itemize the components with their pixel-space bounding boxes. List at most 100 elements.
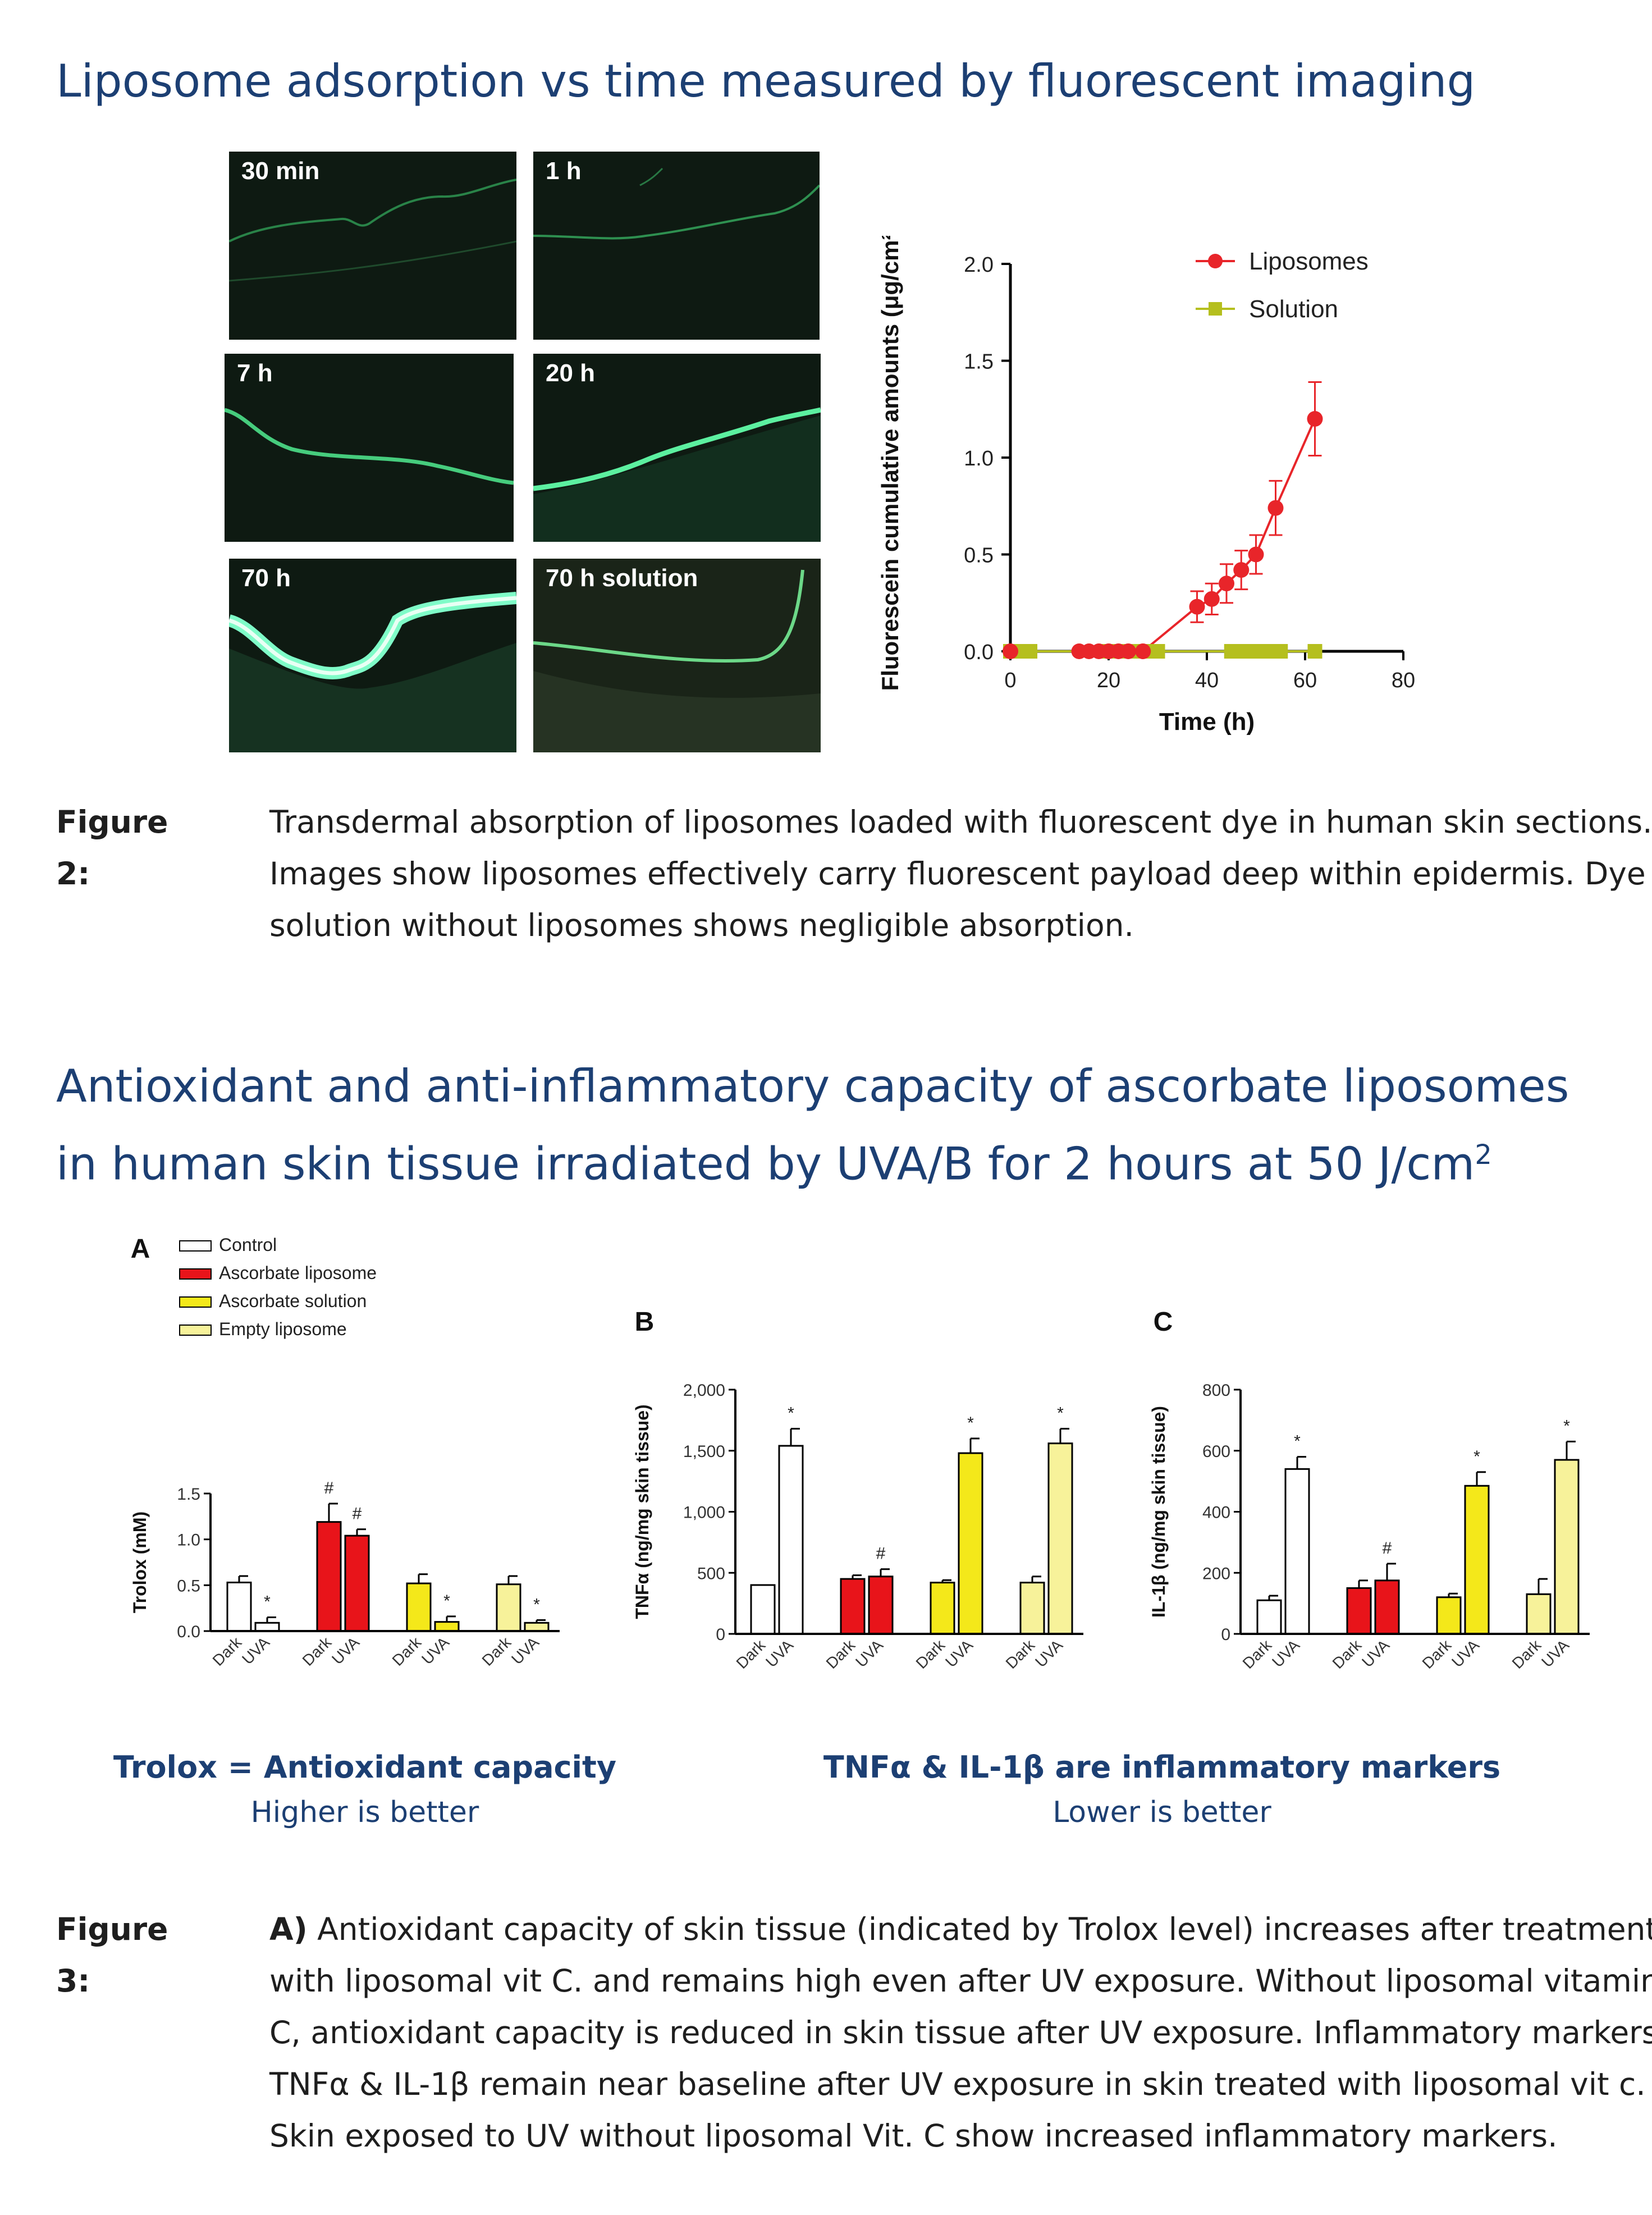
y-tick-label: 0 — [1221, 1625, 1230, 1644]
data-point-liposomes — [1120, 643, 1136, 659]
x-tick-label: UVA — [1448, 1636, 1482, 1670]
y-tick-label: 600 — [1202, 1442, 1230, 1461]
bar — [1374, 1579, 1400, 1635]
figure-3-label: Figure 3: — [56, 1911, 168, 1999]
micrograph-label: 30 min — [241, 157, 320, 185]
data-point-liposomes — [1219, 576, 1234, 592]
figure-2-label: Figure 2: — [56, 804, 168, 892]
y-tick-label: 1.0 — [177, 1531, 200, 1550]
x-tick-label: Dark — [389, 1633, 425, 1669]
figure-3-text: A) Antioxidant capacity of skin tissue (… — [269, 1903, 1652, 2162]
micrograph-label: 7 h — [237, 359, 273, 387]
x-tick-label: Dark — [1239, 1636, 1275, 1672]
y-axis-label: Trolox (mM) — [130, 1511, 150, 1613]
x-tick-label: 80 — [1392, 669, 1415, 692]
antioxidant-note-sub: Higher is better — [250, 1796, 479, 1829]
micrograph-label: 20 h — [546, 359, 596, 387]
x-tick-label: UVA — [1538, 1636, 1572, 1670]
bar — [868, 1575, 894, 1635]
x-tick-label: Dark — [1329, 1636, 1365, 1672]
bar — [1284, 1468, 1310, 1635]
superscript: 2 — [1475, 1139, 1492, 1171]
data-point-liposomes — [1203, 591, 1220, 607]
bar — [254, 1622, 280, 1632]
x-tick-label: 60 — [1293, 669, 1317, 692]
section-heading-antioxidant: Antioxidant and anti-inflammatory capaci… — [56, 1052, 1617, 1199]
x-tick-label: 40 — [1195, 669, 1219, 692]
y-tick-label: 2.0 — [964, 253, 994, 277]
y-tick-label: 200 — [1202, 1564, 1230, 1583]
x-tick-label: 20 — [1097, 669, 1120, 692]
x-tick-label: Dark — [1509, 1636, 1545, 1672]
data-point-liposomes — [1003, 643, 1018, 659]
legend-label: Ascorbate liposome — [219, 1263, 377, 1283]
micrograph-70h-solution: 70 h solution — [533, 559, 821, 752]
significance-mark: * — [788, 1404, 794, 1423]
legend-marker-solution — [1209, 302, 1222, 316]
legend-swatch — [179, 1325, 212, 1336]
bar — [1346, 1587, 1372, 1635]
bar — [316, 1521, 342, 1632]
x-tick-label: UVA — [1269, 1636, 1303, 1670]
significance-mark: * — [967, 1414, 974, 1432]
x-tick-label: Dark — [733, 1636, 769, 1672]
x-tick-label: 0 — [1004, 669, 1016, 692]
y-axis-label: Fluorescein cumulative amounts (μg/cm²) — [877, 236, 903, 691]
section-heading-liposome-adsorption: Liposome adsorption vs time measured by … — [56, 55, 1476, 107]
x-tick-label: Dark — [1003, 1636, 1038, 1672]
significance-mark: * — [1057, 1404, 1064, 1423]
legend-label-solution: Solution — [1249, 295, 1338, 323]
bar — [750, 1584, 776, 1635]
micrograph-7h: 7 h — [225, 354, 514, 542]
figure-2-text: Transdermal absorption of liposomes load… — [269, 804, 1652, 943]
x-tick-label: UVA — [852, 1636, 886, 1670]
y-axis-label: TNFα (ng/mg skin tissue) — [632, 1404, 652, 1619]
panel-label: C — [1154, 1307, 1173, 1337]
significance-mark: * — [1473, 1447, 1480, 1466]
significance-mark: * — [1294, 1432, 1301, 1451]
x-tick-label: Dark — [1419, 1636, 1455, 1672]
bar — [1256, 1599, 1282, 1635]
x-tick-label: Dark — [913, 1636, 949, 1672]
x-tick-label: UVA — [508, 1633, 542, 1668]
significance-mark: # — [876, 1545, 886, 1563]
x-tick-label: UVA — [1358, 1636, 1393, 1670]
figure-3-lead: A) — [269, 1911, 308, 1947]
x-tick-label: UVA — [418, 1633, 452, 1668]
bar — [226, 1581, 252, 1632]
antioxidant-note: Trolox = Antioxidant capacity Higher is … — [112, 1745, 617, 1835]
section-heading-text: Antioxidant and anti-inflammatory capaci… — [56, 1060, 1569, 1190]
figure-3-body: Antioxidant capacity of skin tissue (ind… — [269, 1911, 1652, 2154]
x-axis-label: Time (h) — [1159, 708, 1255, 736]
significance-mark: # — [324, 1479, 334, 1497]
y-tick-label: 0 — [716, 1625, 725, 1644]
inflammatory-note: TNFα & IL-1β are inflammatory markers Lo… — [808, 1745, 1516, 1835]
bar — [524, 1622, 550, 1632]
y-tick-label: 1.5 — [177, 1485, 200, 1504]
x-tick-label: UVA — [239, 1633, 273, 1668]
x-tick-label: Dark — [479, 1633, 515, 1669]
y-tick-label: 800 — [1202, 1381, 1230, 1400]
y-tick-label: 0.0 — [177, 1623, 200, 1641]
legend-swatch — [179, 1296, 212, 1308]
bar — [1464, 1485, 1490, 1635]
bar — [406, 1582, 432, 1632]
fluorescein-line-chart: 0.0 0.5 1.0 1.5 2.0 0 20 40 60 80 Time (h) Fluoresc… — [877, 236, 1415, 736]
significance-mark: * — [264, 1593, 271, 1611]
inflammatory-note-title: TNFα & IL-1β are inflammatory markers — [823, 1750, 1501, 1785]
y-tick-label: 1.0 — [964, 447, 994, 471]
x-tick-label: UVA — [942, 1636, 976, 1670]
bar — [496, 1583, 521, 1632]
y-tick-label: 0.5 — [964, 544, 994, 568]
data-point-liposomes — [1307, 411, 1323, 427]
micrograph-20h: 20 h — [533, 354, 821, 542]
x-tick-label: Dark — [299, 1633, 335, 1669]
bar — [1047, 1442, 1073, 1635]
y-tick-label: 0.0 — [964, 641, 994, 664]
legend-label: Control — [219, 1235, 277, 1255]
legend-swatch — [179, 1240, 212, 1252]
significance-mark: # — [1383, 1539, 1392, 1558]
